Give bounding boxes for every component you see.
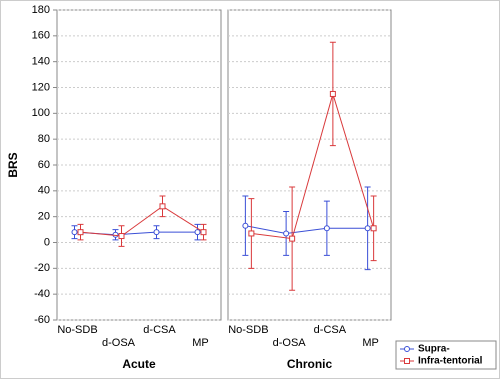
y-tick-label: 180 [32, 4, 50, 16]
y-tick-label: 40 [38, 185, 50, 197]
legend-label: Infra-tentorial [418, 356, 483, 367]
x-tick-label: MP [192, 337, 209, 349]
y-tick-label: 160 [32, 30, 50, 42]
marker [370, 225, 377, 232]
marker [118, 233, 125, 240]
y-tick-label: 60 [38, 159, 50, 171]
x-axis-label: Acute [122, 357, 156, 371]
marker [329, 90, 336, 97]
y-tick-label: 120 [32, 81, 50, 93]
marker [283, 230, 290, 237]
marker [289, 235, 296, 242]
x-tick-label: No-SDB [228, 324, 268, 336]
legend-box [395, 340, 497, 370]
marker [77, 229, 84, 236]
marker [242, 222, 249, 229]
marker [153, 229, 160, 236]
y-tick-label: 140 [32, 56, 50, 68]
y-tick-label: 100 [32, 107, 50, 119]
x-tick-label: d-OSA [273, 337, 307, 349]
marker [159, 203, 166, 210]
x-tick-label: d-OSA [102, 337, 136, 349]
series-line [251, 92, 375, 240]
marker [71, 229, 78, 236]
x-axis-label: Chronic [287, 357, 333, 371]
marker [194, 229, 201, 236]
y-tick-label: -20 [34, 262, 50, 274]
marker [364, 225, 371, 232]
x-tick-label: d-CSA [314, 324, 347, 336]
marker [112, 231, 119, 238]
y-tick-label: -60 [34, 314, 50, 326]
marker [323, 225, 330, 232]
marker [248, 230, 255, 237]
x-tick-label: d-CSA [143, 324, 176, 336]
y-axis-label: BRS [6, 152, 20, 177]
series-line [245, 225, 368, 234]
y-tick-label: -40 [34, 288, 50, 300]
x-tick-label: No-SDB [57, 324, 97, 336]
marker [200, 229, 207, 236]
y-tick-label: 0 [44, 236, 50, 248]
legend-marker [404, 346, 410, 352]
y-tick-label: 20 [38, 211, 50, 223]
y-tick-label: 80 [38, 133, 50, 145]
legend-marker [404, 358, 410, 364]
legend-label: Supra- [418, 344, 450, 355]
series-line [80, 205, 204, 237]
x-tick-label: MP [362, 337, 379, 349]
